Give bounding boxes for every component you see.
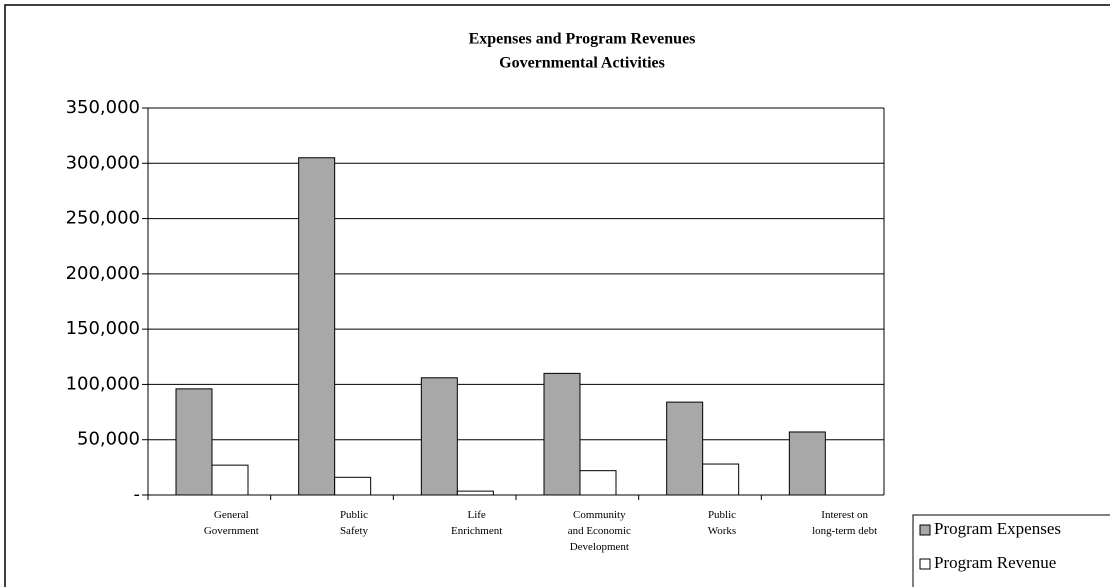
legend-box (912, 514, 1110, 587)
bar (175, 388, 213, 496)
y-tick-label: 100,000 (66, 373, 140, 394)
bar (211, 464, 249, 496)
x-tick-label: Life Enrichment (450, 509, 503, 537)
y-tick-label: 300,000 (66, 152, 140, 173)
bar (579, 470, 617, 496)
bar (334, 476, 372, 496)
y-tick-label: 200,000 (66, 263, 140, 284)
y-tick-label: 250,000 (66, 208, 140, 229)
x-tick-label: Public Works (707, 509, 737, 537)
bar (788, 431, 826, 496)
bar (666, 401, 704, 496)
chart-border (4, 4, 1110, 587)
y-tick-label: 350,000 (66, 97, 140, 118)
bar (702, 463, 740, 496)
y-tick-label: 50,000 (77, 429, 140, 450)
bar (456, 490, 494, 496)
bar (543, 372, 581, 496)
y-tick-label: - (134, 484, 141, 505)
y-tick-label: 150,000 (66, 318, 140, 339)
bar (298, 157, 336, 496)
x-tick-label: Public Safety (339, 509, 369, 537)
legend-swatch (919, 558, 931, 570)
x-tick-label: Community and Economic Development (567, 509, 631, 553)
x-tick-label: Interest on long-term debt (812, 509, 878, 537)
bar (420, 377, 458, 496)
chart-subtitle: Governmental Activities (499, 55, 665, 72)
legend-label: Program Expenses (934, 519, 1061, 538)
legend-swatch (919, 524, 931, 536)
x-tick-label: General Government (203, 509, 259, 537)
chart-title: Expenses and Program Revenues (469, 31, 696, 48)
legend-label: Program Revenue (934, 553, 1056, 572)
